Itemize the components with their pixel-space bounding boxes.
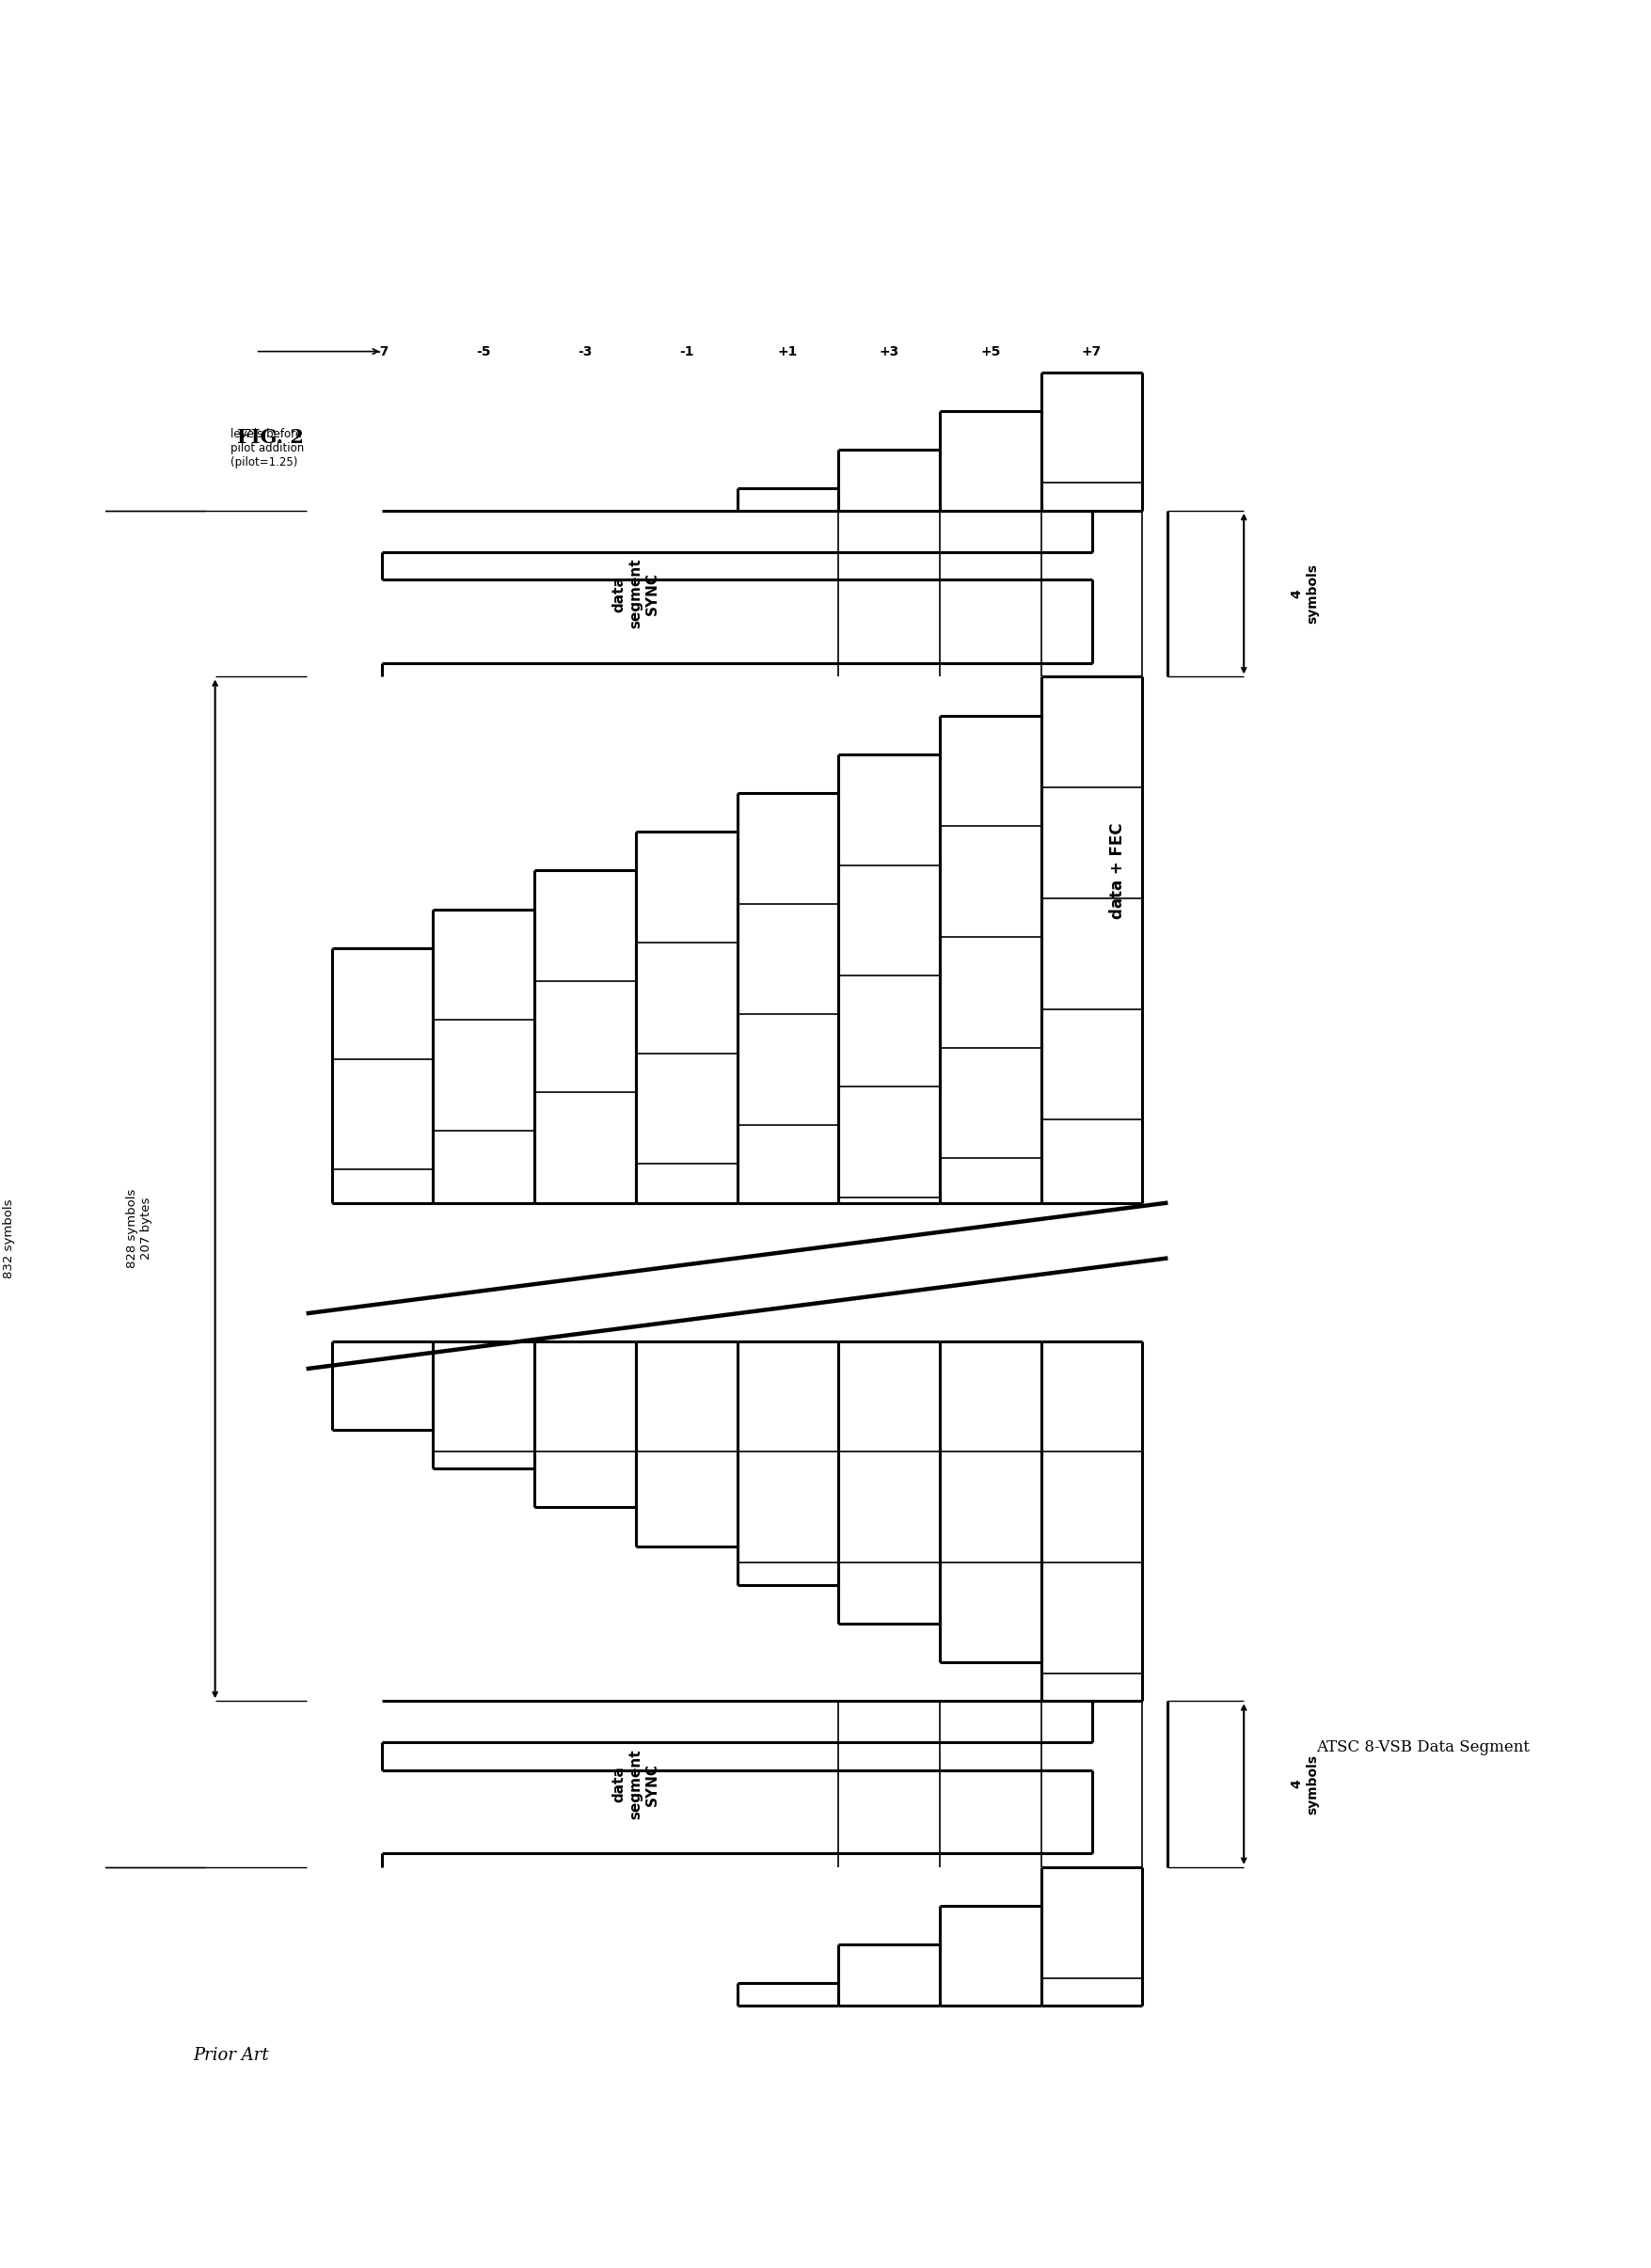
Text: -3: -3 — [578, 345, 593, 358]
Text: levels before
pilot addition
(pilot=1.25): levels before pilot addition (pilot=1.25… — [229, 429, 304, 467]
Text: FIG. 2: FIG. 2 — [238, 429, 304, 447]
Text: 828 symbols
207 bytes: 828 symbols 207 bytes — [125, 1188, 152, 1268]
Text: -7: -7 — [375, 345, 390, 358]
Text: 4
symbols: 4 symbols — [1289, 1753, 1317, 1814]
Text: -5: -5 — [475, 345, 490, 358]
Text: data
segment
SYNC: data segment SYNC — [613, 1749, 659, 1819]
Text: data + FEC: data + FEC — [1108, 823, 1124, 919]
Text: data
segment
SYNC: data segment SYNC — [613, 558, 659, 628]
Text: +3: +3 — [878, 345, 898, 358]
Text: 1 data segment
832 symbols: 1 data segment 832 symbols — [0, 1188, 15, 1288]
Text: 4
symbols: 4 symbols — [1289, 562, 1317, 624]
Text: ATSC 8-VSB Data Segment: ATSC 8-VSB Data Segment — [1314, 1740, 1529, 1755]
Text: +1: +1 — [778, 345, 797, 358]
Text: +5: +5 — [979, 345, 1001, 358]
Text: -1: -1 — [679, 345, 693, 358]
Text: Prior Art: Prior Art — [193, 2048, 269, 2064]
Text: +7: +7 — [1081, 345, 1101, 358]
